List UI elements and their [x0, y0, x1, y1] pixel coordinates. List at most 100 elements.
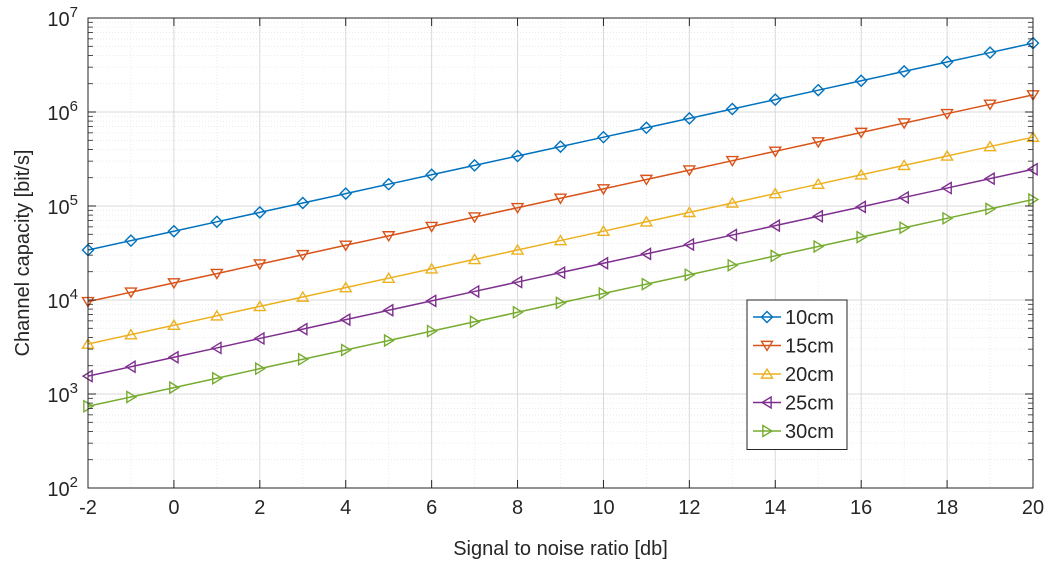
data-point [468, 284, 480, 299]
legend-item: 15cm [753, 336, 834, 358]
data-point [467, 212, 482, 224]
data-point [639, 121, 653, 135]
series-line [87, 136, 1034, 345]
legend-item: 25cm [753, 393, 834, 415]
x-tick-label: 12 [678, 497, 700, 519]
x-tick-label: 4 [340, 497, 351, 519]
data-point [296, 290, 310, 302]
data-point [596, 224, 611, 237]
x-tick-label: 20 [1022, 497, 1044, 519]
data-point [942, 211, 954, 226]
data-point [940, 108, 954, 120]
data-point [468, 158, 482, 172]
plot-area-frame [87, 17, 1034, 489]
data-point [811, 83, 825, 97]
data-point [555, 296, 567, 310]
data-point [684, 267, 696, 282]
data-point [424, 221, 439, 233]
y-axis-label: Channel capacity [bit/s] [12, 150, 34, 357]
data-point [725, 196, 740, 208]
data-point [768, 187, 783, 199]
data-point [253, 331, 265, 346]
data-point [210, 268, 224, 280]
data-point [598, 286, 610, 301]
data-point [983, 171, 995, 186]
legend-marker [760, 340, 774, 352]
data-point [167, 318, 181, 331]
series-25cm [81, 162, 1038, 383]
data-point [639, 174, 654, 186]
series-line [87, 198, 1034, 408]
data-point [467, 253, 482, 265]
x-axis-label: Signal to noise ratio [db] [453, 538, 668, 560]
y-tick-label: 106 [47, 98, 78, 125]
data-point [768, 146, 783, 158]
data-point [682, 111, 696, 125]
legend-label: 20cm [785, 364, 834, 386]
data-point [854, 168, 868, 180]
data-point [897, 118, 911, 130]
data-point [512, 305, 524, 320]
data-point [985, 202, 997, 216]
legend-marker [760, 310, 774, 324]
x-tick-label: 10 [592, 497, 614, 519]
data-point [126, 390, 138, 404]
data-point [469, 315, 481, 329]
legend-item: 10cm [753, 307, 834, 329]
data-point [725, 102, 739, 116]
legend-marker [760, 367, 774, 379]
x-tick-label: 0 [168, 497, 179, 519]
data-point [339, 187, 353, 201]
data-point [770, 249, 782, 263]
data-point [597, 256, 609, 270]
data-point [425, 168, 439, 182]
legend: 10cm 15cm 20cm 25cm 30cm [746, 299, 848, 450]
x-tick-label: 6 [426, 497, 437, 519]
data-point [381, 231, 396, 243]
data-point [124, 234, 138, 248]
data-point [253, 300, 267, 312]
data-point [167, 350, 179, 364]
data-point [553, 193, 568, 205]
data-point [856, 230, 868, 244]
series-line [87, 42, 1034, 251]
data-point [854, 74, 868, 88]
data-point [124, 287, 138, 299]
data-point [983, 46, 997, 60]
data-point [727, 258, 739, 273]
data-point [340, 343, 353, 357]
data-point [297, 352, 310, 367]
data-point [510, 243, 525, 255]
data-point [381, 271, 396, 284]
series-10cm [81, 36, 1040, 257]
data-point [511, 149, 525, 163]
data-point [212, 371, 224, 386]
data-point [854, 127, 868, 139]
data-point [641, 277, 653, 291]
data-point [253, 259, 267, 271]
data-point [167, 224, 181, 238]
x-tick-label: 14 [764, 497, 786, 519]
data-point [640, 247, 652, 261]
data-point [339, 312, 351, 327]
data-point [940, 55, 954, 69]
data-point [554, 265, 566, 280]
data-point [768, 93, 782, 107]
legend-item: 30cm [753, 421, 834, 443]
data-point [210, 215, 224, 229]
data-point [124, 328, 138, 340]
data-point [682, 206, 697, 218]
data-point [511, 275, 523, 289]
x-tick-label: -2 [79, 497, 97, 519]
data-point [683, 237, 695, 252]
data-point [813, 239, 825, 254]
data-point [983, 140, 997, 152]
legend-item: 20cm [753, 364, 834, 386]
data-point [596, 130, 610, 144]
data-point [382, 177, 396, 191]
data-point [169, 380, 181, 395]
legend-marker [760, 395, 772, 410]
data-point [426, 324, 438, 338]
data-point [510, 202, 525, 215]
